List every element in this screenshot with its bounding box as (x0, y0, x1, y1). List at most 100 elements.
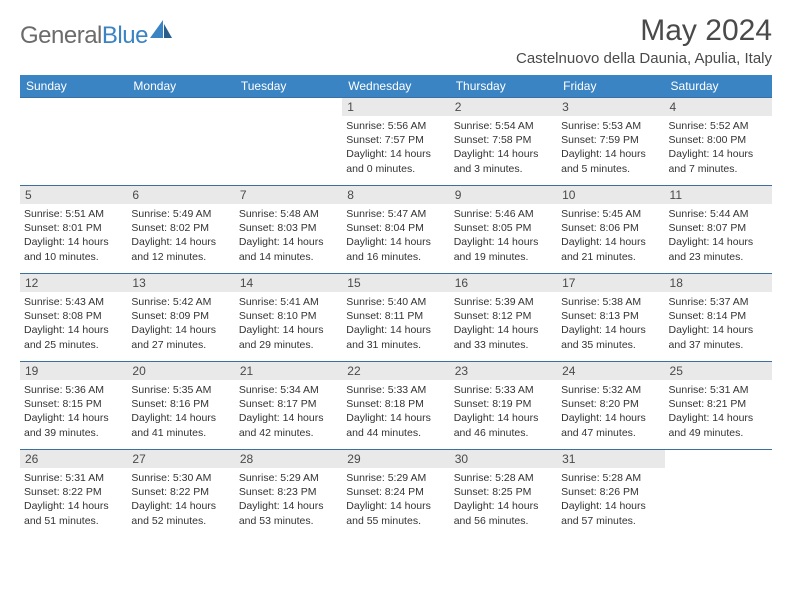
daylight-line: Daylight: 14 hours and 7 minutes. (669, 147, 768, 175)
calendar-day-cell: 20 Sunrise: 5:35 AMSunset: 8:16 PMDayligh… (127, 362, 234, 450)
sunrise-line: Sunrise: 5:47 AM (346, 207, 445, 221)
sunrise-line: Sunrise: 5:48 AM (239, 207, 338, 221)
day-details: Sunrise: 5:48 AMSunset: 8:03 PMDaylight:… (239, 207, 338, 264)
day-number: 27 (127, 450, 234, 468)
calendar-week-row: 1Sunrise: 5:56 AMSunset: 7:57 PMDaylight… (20, 98, 772, 186)
day-details: Sunrise: 5:29 AMSunset: 8:23 PMDaylight:… (239, 471, 338, 528)
sunset-line: Sunset: 8:11 PM (346, 309, 445, 323)
daylight-line: Daylight: 14 hours and 19 minutes. (454, 235, 553, 263)
sunrise-line: Sunrise: 5:33 AM (454, 383, 553, 397)
daylight-line: Daylight: 14 hours and 33 minutes. (454, 323, 553, 351)
sunset-line: Sunset: 8:01 PM (24, 221, 123, 235)
sunrise-line: Sunrise: 5:39 AM (454, 295, 553, 309)
sunrise-line: Sunrise: 5:29 AM (239, 471, 338, 485)
calendar-day-cell: 14Sunrise: 5:41 AMSunset: 8:10 PMDayligh… (235, 274, 342, 362)
calendar-day-cell: 24Sunrise: 5:32 AMSunset: 8:20 PMDayligh… (557, 362, 664, 450)
day-details: Sunrise: 5:41 AMSunset: 8:10 PMDaylight:… (239, 295, 338, 352)
calendar-week-row: 12Sunrise: 5:43 AMSunset: 8:08 PMDayligh… (20, 274, 772, 362)
day-details: Sunrise: 5:46 AMSunset: 8:05 PMDaylight:… (454, 207, 553, 264)
sunset-line: Sunset: 8:13 PM (561, 309, 660, 323)
calendar-empty-cell (127, 98, 234, 186)
page-header: GeneralBlue May 2024 Castelnuovo della D… (20, 14, 772, 67)
logo: GeneralBlue (20, 20, 172, 51)
sunset-line: Sunset: 7:58 PM (454, 133, 553, 147)
day-number: 10 (557, 186, 664, 204)
calendar-day-cell: 31Sunrise: 5:28 AMSunset: 8:26 PMDayligh… (557, 450, 664, 538)
calendar-day-cell: 5Sunrise: 5:51 AMSunset: 8:01 PMDaylight… (20, 186, 127, 274)
day-number: 24 (557, 362, 664, 380)
daylight-line: Daylight: 14 hours and 47 minutes. (561, 411, 660, 439)
daylight-line: Daylight: 14 hours and 23 minutes. (669, 235, 768, 263)
sunrise-line: Sunrise: 5:38 AM (561, 295, 660, 309)
day-number: 3 (557, 98, 664, 116)
day-details: Sunrise: 5:31 AMSunset: 8:22 PMDaylight:… (24, 471, 123, 528)
calendar-day-cell: 23Sunrise: 5:33 AMSunset: 8:19 PMDayligh… (450, 362, 557, 450)
daylight-line: Daylight: 14 hours and 51 minutes. (24, 499, 123, 527)
sunrise-line: Sunrise: 5:28 AM (561, 471, 660, 485)
sunrise-line: Sunrise: 5:56 AM (346, 119, 445, 133)
sunset-line: Sunset: 8:16 PM (131, 397, 230, 411)
day-details: Sunrise: 5:31 AMSunset: 8:21 PMDaylight:… (669, 383, 768, 440)
sunrise-line: Sunrise: 5:31 AM (24, 471, 123, 485)
daylight-line: Daylight: 14 hours and 12 minutes. (131, 235, 230, 263)
daylight-line: Daylight: 14 hours and 56 minutes. (454, 499, 553, 527)
calendar-empty-cell (665, 450, 772, 538)
calendar-day-cell: 12Sunrise: 5:43 AMSunset: 8:08 PMDayligh… (20, 274, 127, 362)
calendar-page: GeneralBlue May 2024 Castelnuovo della D… (0, 0, 792, 548)
daylight-line: Daylight: 14 hours and 25 minutes. (24, 323, 123, 351)
sunset-line: Sunset: 7:59 PM (561, 133, 660, 147)
day-details: Sunrise: 5:35 AMSunset: 8:16 PMDaylight:… (131, 383, 230, 440)
daylight-line: Daylight: 14 hours and 42 minutes. (239, 411, 338, 439)
daylight-line: Daylight: 14 hours and 57 minutes. (561, 499, 660, 527)
sunset-line: Sunset: 8:25 PM (454, 485, 553, 499)
day-number: 19 (20, 362, 127, 380)
daylight-line: Daylight: 14 hours and 46 minutes. (454, 411, 553, 439)
daylight-line: Daylight: 14 hours and 3 minutes. (454, 147, 553, 175)
day-details: Sunrise: 5:28 AMSunset: 8:26 PMDaylight:… (561, 471, 660, 528)
daylight-line: Daylight: 14 hours and 0 minutes. (346, 147, 445, 175)
day-number: 9 (450, 186, 557, 204)
calendar-day-cell: 6Sunrise: 5:49 AMSunset: 8:02 PMDaylight… (127, 186, 234, 274)
calendar-day-cell: 27Sunrise: 5:30 AMSunset: 8:22 PMDayligh… (127, 450, 234, 538)
weekday-header: Tuesday (235, 75, 342, 98)
sunset-line: Sunset: 8:02 PM (131, 221, 230, 235)
day-number: 28 (235, 450, 342, 468)
day-details: Sunrise: 5:47 AMSunset: 8:04 PMDaylight:… (346, 207, 445, 264)
day-number: 5 (20, 186, 127, 204)
weekday-header: Monday (127, 75, 234, 98)
day-number: 17 (557, 274, 664, 292)
day-number: 15 (342, 274, 449, 292)
day-details: Sunrise: 5:34 AMSunset: 8:17 PMDaylight:… (239, 383, 338, 440)
calendar-day-cell: 18Sunrise: 5:37 AMSunset: 8:14 PMDayligh… (665, 274, 772, 362)
calendar-day-cell: 7Sunrise: 5:48 AMSunset: 8:03 PMDaylight… (235, 186, 342, 274)
sunset-line: Sunset: 8:22 PM (131, 485, 230, 499)
title-block: May 2024 Castelnuovo della Daunia, Apuli… (516, 14, 772, 67)
sunset-line: Sunset: 8:14 PM (669, 309, 768, 323)
day-details: Sunrise: 5:28 AMSunset: 8:25 PMDaylight:… (454, 471, 553, 528)
calendar-day-cell: 16 Sunrise: 5:39 AMSunset: 8:12 PMDayligh… (450, 274, 557, 362)
sunset-line: Sunset: 7:57 PM (346, 133, 445, 147)
sail-icon (150, 20, 172, 45)
day-number: 20 (127, 362, 234, 380)
sunset-line: Sunset: 8:04 PM (346, 221, 445, 235)
sunset-line: Sunset: 8:12 PM (454, 309, 553, 323)
day-details: Sunrise: 5:38 AMSunset: 8:13 PMDaylight:… (561, 295, 660, 352)
day-number: 30 (450, 450, 557, 468)
logo-text: GeneralBlue (20, 22, 148, 50)
calendar-day-cell: 15Sunrise: 5:40 AMSunset: 8:11 PMDayligh… (342, 274, 449, 362)
daylight-line: Daylight: 14 hours and 27 minutes. (131, 323, 230, 351)
sunset-line: Sunset: 8:22 PM (24, 485, 123, 499)
calendar-day-cell: 10Sunrise: 5:45 AMSunset: 8:06 PMDayligh… (557, 186, 664, 274)
daylight-line: Daylight: 14 hours and 10 minutes. (24, 235, 123, 263)
calendar-day-cell: 29Sunrise: 5:29 AMSunset: 8:24 PMDayligh… (342, 450, 449, 538)
sunrise-line: Sunrise: 5:35 AM (131, 383, 230, 397)
calendar-day-cell: 8Sunrise: 5:47 AMSunset: 8:04 PMDaylight… (342, 186, 449, 274)
day-number: 16 (450, 274, 557, 292)
sunrise-line: Sunrise: 5:53 AM (561, 119, 660, 133)
sunrise-line: Sunrise: 5:41 AM (239, 295, 338, 309)
day-number: 6 (127, 186, 234, 204)
sunrise-line: Sunrise: 5:45 AM (561, 207, 660, 221)
weekday-header: Friday (557, 75, 664, 98)
weekday-header: Saturday (665, 75, 772, 98)
daylight-line: Daylight: 14 hours and 31 minutes. (346, 323, 445, 351)
